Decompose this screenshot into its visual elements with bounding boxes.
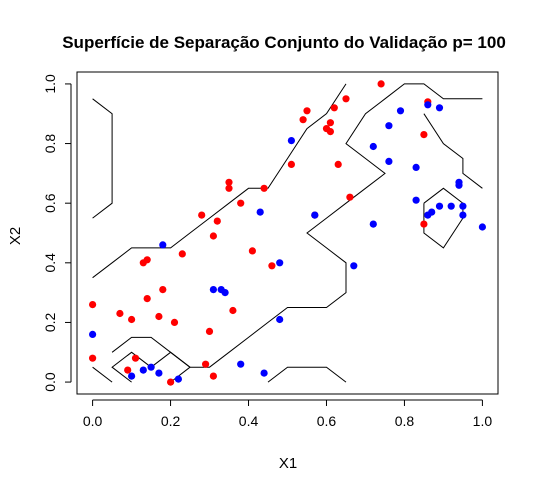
point-series-2-31 <box>447 202 455 210</box>
point-series-1-39 <box>377 80 385 88</box>
point-series-1-19 <box>213 217 221 225</box>
point-series-1-35 <box>330 104 338 112</box>
point-series-2-36 <box>478 223 486 231</box>
contour-line-4 <box>92 366 113 383</box>
point-series-2-24 <box>412 163 420 171</box>
point-series-2-4 <box>147 363 155 371</box>
x-axis-label: X1 <box>279 455 297 472</box>
point-series-1-36 <box>334 160 342 168</box>
point-series-2-29 <box>435 104 444 112</box>
point-series-1-10 <box>155 312 163 321</box>
point-series-2-15 <box>276 315 284 324</box>
point-series-1-17 <box>205 327 214 335</box>
point-series-2-33 <box>455 181 463 189</box>
data-points <box>89 80 486 386</box>
point-series-2-3 <box>139 366 147 374</box>
point-series-2-23 <box>396 107 405 115</box>
point-series-1-37 <box>342 95 350 103</box>
point-series-2-22 <box>385 157 393 165</box>
y-tick-label-4: 0.6 <box>42 193 58 213</box>
contour-line-6 <box>267 366 347 383</box>
y-tick-label-6: 1.0 <box>42 74 58 94</box>
point-series-2-21 <box>385 122 393 130</box>
point-series-1-21 <box>225 184 233 192</box>
point-series-2-17 <box>311 211 319 219</box>
contour-line-8 <box>423 113 483 189</box>
point-series-1-28 <box>287 160 295 168</box>
x-axis: 0.0 0.2 0.4 0.6 0.8 1.0 <box>83 399 493 429</box>
point-series-1-14 <box>167 378 175 386</box>
point-series-1-3 <box>116 309 124 318</box>
separation-surface <box>92 83 483 383</box>
point-series-1-20 <box>209 372 217 380</box>
x-tick-label-6: 1.0 <box>473 413 493 429</box>
point-series-1-34 <box>326 128 334 136</box>
point-series-1-40 <box>420 131 428 139</box>
point-series-2-18 <box>350 262 358 270</box>
point-series-1-18 <box>209 232 217 240</box>
point-series-1-23 <box>229 306 237 315</box>
point-series-2-11 <box>237 360 245 368</box>
y-tick-label-1: 0.0 <box>42 372 58 392</box>
point-series-1-29 <box>299 116 307 124</box>
point-series-2-5 <box>159 241 167 249</box>
point-series-2-19 <box>369 142 377 151</box>
point-series-2-6 <box>155 369 163 377</box>
x-tick-label-3: 0.4 <box>239 413 259 429</box>
point-series-1-13 <box>178 250 186 258</box>
point-series-2-25 <box>412 196 420 204</box>
contour-line-1 <box>92 98 113 219</box>
point-series-2-8 <box>209 286 217 294</box>
point-series-2-27 <box>424 101 432 109</box>
point-series-1-8 <box>143 256 151 264</box>
point-series-1-22 <box>225 178 233 186</box>
y-tick-label-5: 0.8 <box>42 134 58 154</box>
point-series-1-5 <box>124 366 132 374</box>
x-tick-label-2: 0.2 <box>161 413 181 429</box>
point-series-2-7 <box>174 375 182 383</box>
point-series-2-10 <box>221 289 229 297</box>
contour-line-3 <box>111 83 483 368</box>
point-series-1-9 <box>143 295 151 303</box>
point-series-2-34 <box>459 202 467 210</box>
point-series-1-26 <box>260 184 268 192</box>
y-tick-label-3: 0.4 <box>42 253 58 273</box>
point-series-2-30 <box>435 202 444 210</box>
y-axis: 0.0 0.2 0.4 0.6 0.8 1.0 <box>42 74 72 392</box>
point-series-1-41 <box>420 220 428 228</box>
point-series-1-25 <box>248 247 256 255</box>
point-series-1-12 <box>170 318 179 326</box>
point-series-1-16 <box>202 360 210 368</box>
point-series-1-6 <box>131 354 140 362</box>
point-series-1-4 <box>128 315 136 324</box>
point-series-2-12 <box>256 208 264 216</box>
x-tick-label-1: 0.0 <box>83 413 103 429</box>
x-tick-label-4: 0.6 <box>317 413 337 429</box>
point-series-2-13 <box>260 369 268 377</box>
point-series-1-2 <box>89 354 97 362</box>
point-series-2-1 <box>89 330 97 338</box>
plot-area-border <box>76 71 499 395</box>
point-series-1-11 <box>159 286 167 294</box>
point-series-2-2 <box>128 372 136 380</box>
point-series-1-30 <box>303 107 311 115</box>
point-series-1-38 <box>346 193 354 201</box>
point-series-2-14 <box>276 259 284 267</box>
point-series-1-1 <box>89 301 97 309</box>
point-series-1-27 <box>268 262 276 270</box>
point-series-1-24 <box>237 199 245 207</box>
y-tick-label-2: 0.2 <box>42 313 58 333</box>
point-series-2-16 <box>287 137 295 145</box>
point-series-2-35 <box>459 211 467 219</box>
chart-title: Superfície de Separação Conjunto do Vali… <box>62 33 506 52</box>
point-series-1-33 <box>326 119 334 127</box>
point-series-2-28 <box>428 208 436 216</box>
x-tick-label-5: 0.8 <box>395 413 415 429</box>
point-series-1-15 <box>198 211 206 219</box>
point-series-2-20 <box>369 220 377 228</box>
y-axis-label: X2 <box>7 227 24 245</box>
contour-line-2 <box>92 83 347 279</box>
